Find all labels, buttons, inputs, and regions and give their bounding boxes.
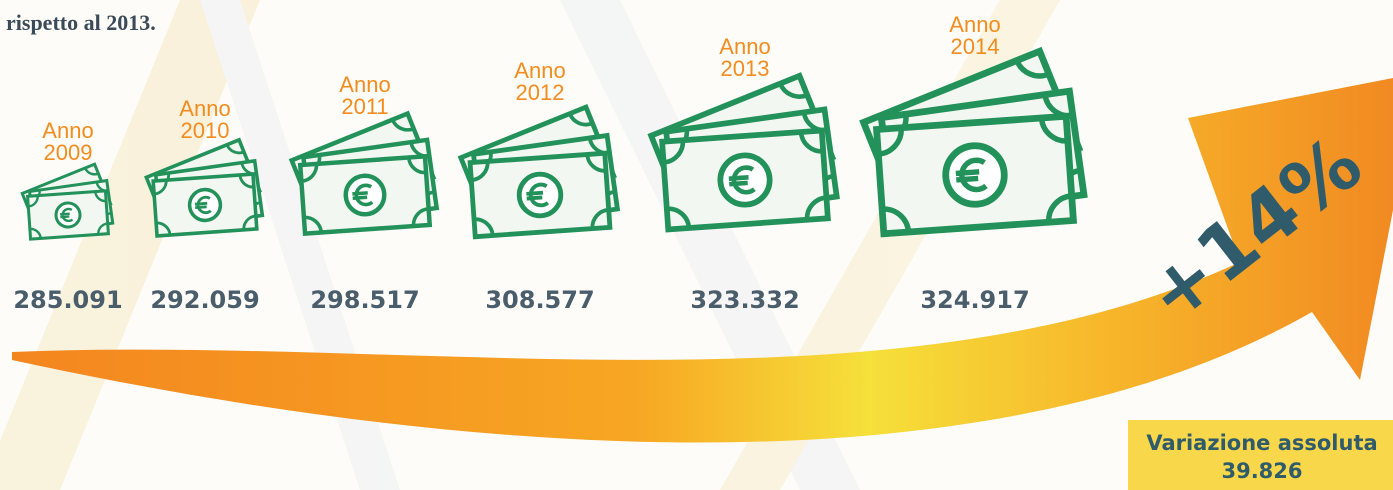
year-value: 308.577 (485, 286, 594, 314)
banknote (662, 131, 828, 230)
note-coin (344, 174, 385, 215)
variation-label: Variazione assoluta (1146, 431, 1377, 455)
banknote (877, 116, 1074, 233)
note-coin (719, 154, 772, 207)
year-number: 2009 (44, 140, 93, 165)
note-coin (944, 144, 1006, 206)
banknote (28, 191, 109, 239)
note-coin (55, 202, 81, 228)
year-number: 2012 (516, 80, 565, 105)
infographic: rispetto al 2013. +14% Variazione assolu… (0, 0, 1393, 490)
year-value: 285.091 (13, 286, 122, 314)
banknote (153, 174, 257, 236)
year-number: 2014 (951, 34, 1000, 59)
page: rispetto al 2013. +14% Variazione assolu… (0, 0, 1393, 490)
year-number: 2011 (341, 94, 388, 119)
banknote (300, 156, 429, 233)
year-value: 323.332 (690, 286, 799, 314)
year-number: 2013 (721, 56, 770, 81)
variation-value: 39.826 (1221, 459, 1302, 483)
note-coin (189, 189, 222, 222)
year-value: 324.917 (920, 286, 1029, 314)
banknote (470, 153, 610, 236)
year-number: 2010 (181, 118, 230, 143)
note-coin (518, 173, 562, 217)
year-value: 298.517 (310, 286, 419, 314)
year-value: 292.059 (150, 286, 259, 314)
header-text: rispetto al 2013. (6, 10, 156, 35)
